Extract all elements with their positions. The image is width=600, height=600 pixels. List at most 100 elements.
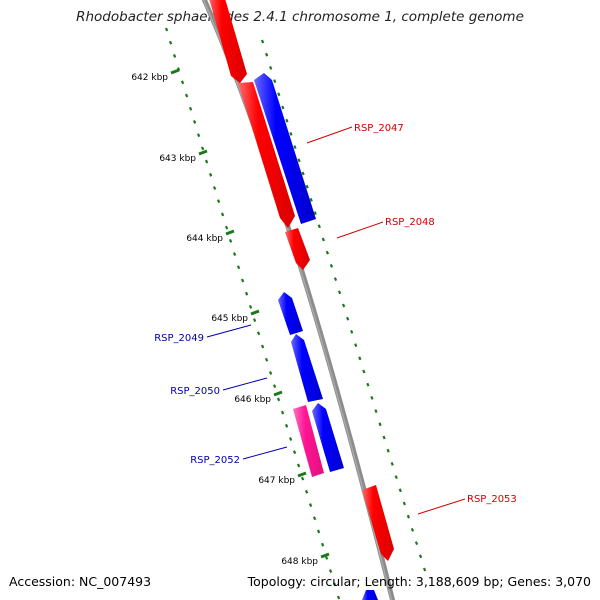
leader-rsp-2053	[417, 498, 466, 515]
right-minor-tick-dot	[305, 184, 309, 189]
left-minor-tick-dot	[236, 265, 241, 270]
leader-rsp-2049	[206, 324, 252, 338]
left-minor-tick-dot	[188, 106, 193, 111]
gene-arrow-rsp-2047[interactable]	[238, 82, 295, 228]
right-minor-tick-dot	[350, 329, 354, 334]
gene-arrow-rsp-2052[interactable]	[293, 405, 324, 477]
right-minor-tick-dot	[394, 475, 398, 480]
accession-text: Accession: NC_007493	[9, 574, 152, 589]
right-minor-tick-dot	[293, 145, 297, 150]
leader-rsp-2047	[306, 126, 353, 144]
right-minor-tick-dot	[402, 501, 406, 506]
right-minor-tick-dot	[333, 277, 338, 282]
right-minor-tick-dot	[341, 303, 346, 308]
left-minor-tick-dot	[208, 172, 213, 177]
tick-mark-648	[320, 552, 330, 559]
right-minor-tick-dot	[422, 567, 427, 572]
gene-arrow-rsp-2053[interactable]	[362, 485, 394, 561]
right-minor-tick-dot	[386, 448, 390, 453]
right-minor-tick-dot	[289, 131, 293, 136]
left-minor-tick-dot	[200, 146, 205, 151]
left-minor-tick-dot	[180, 80, 185, 85]
right-minor-tick-dot	[277, 92, 281, 97]
right-minor-tick-dot	[329, 263, 334, 268]
leader-rsp-2050	[222, 377, 268, 391]
tick-mark-645	[250, 309, 260, 316]
left-minor-tick-dot	[336, 595, 341, 600]
left-minor-tick-dot	[204, 159, 209, 164]
right-minor-tick-dot	[285, 118, 289, 123]
left-minor-tick-dot	[244, 291, 249, 296]
left-minor-tick-dot	[316, 529, 321, 534]
left-minor-tick-dot	[300, 476, 305, 481]
left-minor-tick-dot	[248, 304, 253, 309]
tick-label-644: 644 kbp	[186, 234, 223, 244]
right-minor-tick-dot	[398, 488, 402, 493]
right-minor-tick-dot	[325, 250, 330, 255]
left-minor-tick-dot	[296, 463, 301, 468]
gene-arrow-rsp-2049[interactable]	[278, 292, 303, 335]
gene-labels: RSP_2047 RSP_2048 RSP_2049 RSP_2050 RSP_…	[154, 123, 517, 505]
gene-label-rsp-2047[interactable]: RSP_2047	[354, 123, 404, 134]
tick-mark-643	[198, 149, 208, 156]
right-minor-tick-dot	[337, 290, 342, 295]
gene-arrow-reverse-1[interactable]	[254, 73, 316, 224]
leader-rsp-2048	[336, 221, 384, 239]
tick-mark-647	[297, 471, 307, 478]
gene-arrow-downstream[interactable]	[362, 590, 378, 600]
left-minor-tick-dot	[320, 542, 325, 547]
right-minor-tick-dot	[313, 211, 317, 216]
left-minor-tick-dot	[228, 238, 233, 243]
right-minor-tick-dot	[366, 382, 370, 387]
left-minor-tick-dot	[184, 93, 189, 98]
right-minor-tick-dot	[378, 422, 382, 427]
major-ticks: 642 kbp 643 kbp 644 kbp 645 kbp 646 kbp …	[131, 68, 330, 567]
left-minor-tick-dot	[276, 397, 281, 402]
right-minor-tick-dot	[358, 356, 362, 361]
label-leaders	[206, 126, 466, 515]
gene-label-rsp-2048[interactable]: RSP_2048	[385, 217, 435, 228]
right-minor-tick-dot	[374, 409, 378, 414]
gene-label-rsp-2049[interactable]: RSP_2049	[154, 333, 204, 344]
left-minor-tick-dot	[192, 120, 197, 124]
left-minor-tick-dot	[224, 225, 229, 230]
tick-label-645: 645 kbp	[211, 314, 248, 324]
right-minor-tick-dot	[321, 237, 325, 242]
tick-label-646: 646 kbp	[234, 395, 271, 405]
right-minor-tick-dot	[390, 461, 394, 466]
right-minor-tick-dot	[370, 395, 374, 400]
gene-label-rsp-2052[interactable]: RSP_2052	[190, 455, 240, 466]
left-minor-tick-dot	[304, 489, 309, 494]
gene-label-rsp-2053[interactable]: RSP_2053	[467, 494, 517, 505]
left-minor-tick-dot	[232, 252, 237, 256]
left-minor-tick-dot	[308, 503, 313, 507]
gene-label-rsp-2050[interactable]: RSP_2050	[170, 386, 220, 397]
right-minor-tick-dot	[273, 79, 277, 84]
right-minor-tick-dot	[317, 224, 321, 229]
gene-arrow-rsp-2050[interactable]	[291, 334, 323, 402]
left-minor-tick-dot	[280, 410, 285, 415]
gene-arrow-reverse-2[interactable]	[312, 403, 344, 472]
left-minor-tick-dot	[212, 186, 217, 190]
gene-arrow-upstream[interactable]	[208, 0, 247, 83]
right-minor-tick-dot	[414, 541, 419, 546]
right-minor-tick-dot	[281, 105, 285, 110]
right-minor-tick-dot	[406, 514, 411, 519]
tick-label-648: 648 kbp	[281, 557, 318, 567]
left-minor-tick-dot	[328, 569, 333, 573]
tick-mark-644	[225, 229, 235, 236]
right-minor-tick-dot	[301, 171, 305, 176]
left-minor-tick-dot	[272, 384, 277, 389]
tick-label-647: 647 kbp	[258, 476, 295, 486]
left-minor-tick-dot	[256, 331, 261, 336]
left-minor-tick-dot	[196, 133, 201, 138]
tick-mark-642	[170, 68, 180, 75]
chromosome-backbone	[201, 0, 396, 600]
right-minor-ticks	[260, 39, 427, 572]
leader-rsp-2052	[242, 446, 288, 460]
right-minor-tick-dot	[354, 343, 358, 348]
gene-arrow-rsp-2048[interactable]	[285, 228, 310, 270]
right-minor-tick-dot	[260, 39, 265, 44]
left-minor-tick-dot	[216, 199, 221, 204]
